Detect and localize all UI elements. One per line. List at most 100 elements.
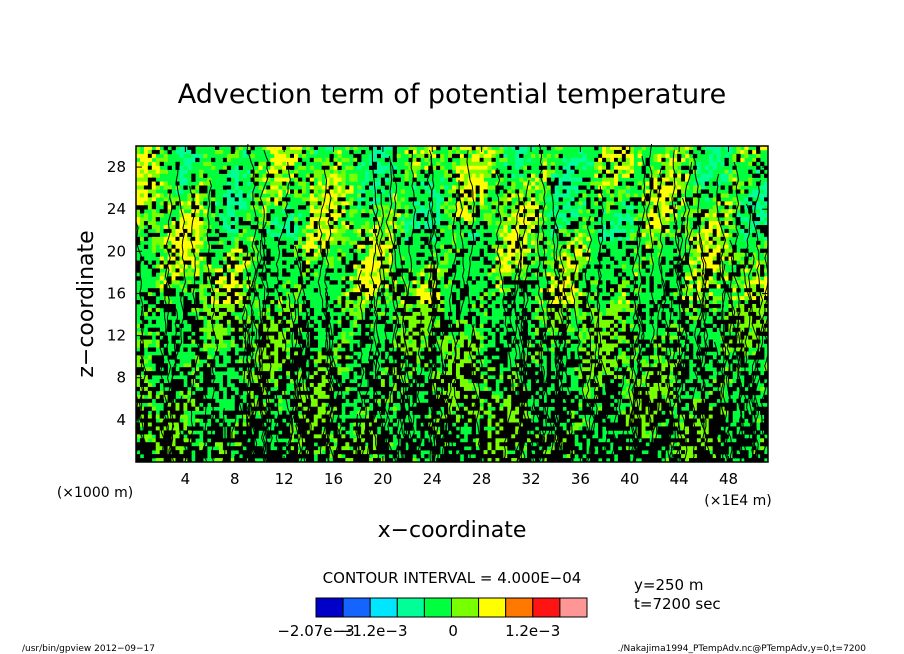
contour-cell	[408, 153, 413, 159]
contour-cell	[531, 304, 536, 309]
contour-cell	[499, 343, 504, 348]
contour-cell	[207, 434, 212, 439]
contour-cell	[278, 458, 283, 463]
contour-cell	[341, 213, 346, 218]
contour-cell	[384, 292, 390, 297]
contour-cell	[412, 276, 417, 281]
contour-cell	[380, 264, 386, 269]
contour-cell	[317, 240, 322, 246]
contour-cell	[234, 280, 239, 285]
contour-cell	[159, 446, 164, 451]
contour-cell	[416, 307, 421, 313]
contour-cell	[491, 169, 496, 174]
contour-cell	[392, 149, 397, 155]
contour-cell	[230, 327, 236, 332]
contour-cell	[416, 442, 421, 447]
contour-cell	[313, 434, 318, 439]
contour-cell	[254, 173, 259, 178]
contour-cell	[147, 442, 153, 447]
contour-cell	[479, 221, 484, 226]
contour-cell	[369, 209, 374, 214]
contour-cell	[333, 307, 338, 313]
contour-cell	[254, 181, 259, 186]
contour-cell	[270, 221, 275, 226]
contour-cell	[479, 410, 484, 415]
contour-cell	[183, 161, 188, 167]
contour-cell	[246, 386, 251, 392]
contour-cell	[436, 418, 441, 423]
contour-cell	[294, 450, 299, 455]
contour-cell	[175, 430, 180, 435]
contour-cell	[353, 442, 358, 447]
contour-cell	[278, 359, 283, 364]
contour-cell	[436, 331, 441, 336]
contour-cell	[305, 264, 311, 269]
contour-cell	[321, 221, 326, 226]
contour-cell	[278, 280, 283, 285]
contour-cell	[519, 304, 524, 309]
contour-cell	[384, 153, 390, 159]
contour-cell	[179, 153, 184, 159]
contour-cell	[282, 383, 287, 388]
contour-cell	[155, 157, 160, 163]
contour-cell	[317, 236, 322, 242]
contour-cell	[479, 355, 484, 360]
contour-cell	[471, 153, 476, 159]
contour-cell	[491, 248, 496, 253]
contour-cell	[388, 288, 394, 293]
contour-cell	[491, 157, 496, 163]
contour-cell	[467, 189, 473, 194]
contour-cell	[282, 240, 287, 246]
contour-cell	[286, 347, 291, 352]
contour-cell	[191, 347, 196, 352]
contour-cell	[357, 264, 362, 269]
contour-cell	[297, 193, 303, 198]
contour-cell	[151, 300, 157, 305]
contour-cell	[341, 398, 346, 404]
contour-cell	[175, 383, 180, 388]
contour-cell	[455, 315, 461, 321]
contour-cell	[400, 390, 405, 396]
contour-cell	[337, 213, 342, 218]
contour-cell	[463, 386, 469, 392]
contour-cell	[270, 225, 275, 230]
contour-cell	[195, 300, 200, 305]
contour-cell	[376, 264, 382, 269]
contour-cell	[183, 225, 188, 230]
contour-cell	[369, 268, 374, 273]
contour-cell	[523, 319, 528, 325]
contour-cell	[270, 402, 275, 407]
contour-cell	[384, 185, 390, 190]
contour-cell	[475, 339, 480, 344]
contour-cell	[376, 434, 382, 439]
contour-cell	[487, 402, 492, 407]
contour-cell	[420, 296, 425, 301]
contour-cell	[523, 268, 528, 273]
contour-cell	[155, 454, 160, 459]
contour-cell	[444, 402, 449, 407]
contour-cell	[499, 280, 504, 285]
contour-cell	[361, 236, 366, 242]
contour-cell	[321, 390, 326, 396]
contour-cell	[270, 311, 275, 317]
contour-cell	[254, 386, 259, 392]
contour-cell	[199, 244, 204, 249]
contour-cell	[230, 347, 236, 352]
contour-cell	[353, 173, 358, 178]
contour-cell	[412, 217, 417, 222]
contour-cell	[487, 157, 492, 163]
contour-cell	[155, 225, 160, 230]
contour-cell	[353, 335, 358, 340]
contour-cell	[424, 355, 429, 360]
contour-cell	[282, 343, 287, 348]
contour-cell	[270, 390, 275, 396]
contour-cell	[136, 228, 141, 234]
contour-cell	[195, 292, 200, 297]
contour-cell	[396, 414, 401, 419]
contour-cell	[495, 189, 500, 194]
contour-cell	[420, 292, 425, 297]
contour-cell	[325, 201, 330, 206]
contour-cell	[203, 268, 208, 273]
contour-cell	[309, 351, 315, 356]
contour-cell	[392, 221, 397, 226]
